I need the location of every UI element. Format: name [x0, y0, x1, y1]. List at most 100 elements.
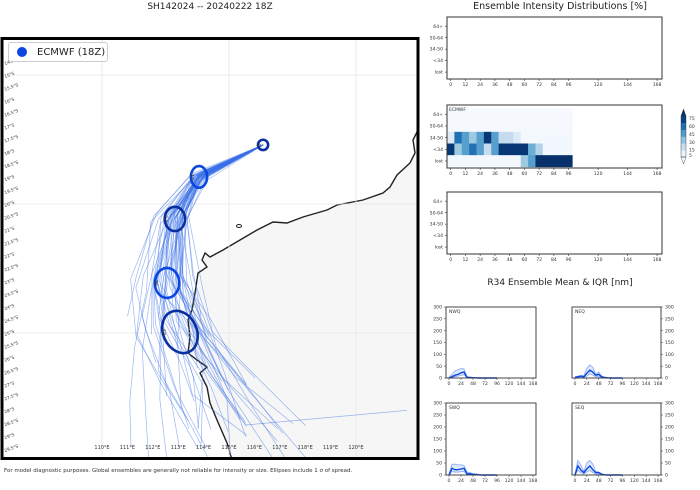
heatmap-cell	[469, 108, 477, 121]
heatmap-frame	[446, 104, 663, 169]
colorbar-segment	[681, 116, 686, 124]
heatmap-cell	[557, 143, 566, 156]
legend-label: ECMWF (18Z)	[37, 46, 106, 58]
x-tick-label: 12	[462, 257, 468, 263]
heatmap-cell	[447, 108, 455, 121]
x-tick-label: 120	[630, 381, 639, 387]
y-tick-label: 0	[665, 376, 668, 382]
lat-tick-label: 25°S	[4, 329, 16, 338]
spread-ellipse-12	[189, 164, 209, 190]
heatmap-cell	[520, 131, 529, 144]
heatmap-cell	[491, 120, 499, 133]
heatmap-cell	[505, 131, 514, 144]
lat-tick-label: 18°S	[4, 148, 16, 157]
heatmap-cell	[513, 143, 522, 156]
lon-tick-label: 120°E	[348, 445, 363, 451]
heatmap-cell	[542, 155, 551, 168]
heatmap-cell	[447, 131, 455, 144]
heatmap-cell	[454, 120, 463, 133]
lon-tick-label: 116°E	[247, 445, 262, 451]
lat-tick-label: 17.5°S	[4, 134, 20, 145]
x-tick-label: 60	[521, 171, 527, 177]
heatmap-cell	[550, 120, 558, 133]
heatmap-cell	[520, 143, 529, 156]
land	[188, 132, 417, 457]
colorbar-segment	[681, 143, 686, 151]
y-tick-label: 200	[665, 425, 674, 431]
x-tick-label: 144	[623, 82, 632, 88]
ensemble-track	[177, 144, 264, 457]
heatmap-cell	[520, 120, 529, 133]
y-tick-label: 200	[433, 425, 442, 431]
heatmap-cell	[469, 155, 477, 168]
x-tick-label: 144	[623, 257, 632, 263]
r34-frame	[445, 402, 537, 476]
y-tick-label: 250	[665, 316, 674, 322]
r34-frame	[571, 306, 662, 379]
x-tick-label: 120	[505, 381, 514, 387]
ensemble-track	[159, 144, 263, 436]
colorbar-tick-label: 60	[689, 124, 695, 130]
heatmap-cell	[535, 155, 544, 168]
row-tick-label: 50-64	[430, 210, 443, 216]
x-tick-label: 84	[551, 82, 557, 88]
heatmap-cell	[483, 108, 492, 121]
lon-tick-label: 111°E	[120, 445, 135, 451]
y-tick-label: 0	[439, 473, 442, 479]
x-tick-label: 168	[529, 478, 538, 484]
x-tick-label: 72	[482, 381, 488, 387]
heatmap-cell	[564, 120, 573, 133]
heatmap-cell	[454, 131, 463, 144]
row-tick-label: <34	[433, 147, 443, 153]
lat-tick-label: 24.5°S	[4, 314, 20, 325]
y-tick-label: 50	[436, 461, 442, 467]
row-tick-label: 64+	[433, 199, 443, 205]
x-tick-label: 48	[596, 478, 602, 484]
intensity-title: Ensemble Intensity Distributions [%]	[473, 1, 647, 12]
y-tick-label: 150	[433, 340, 442, 346]
x-tick-label: 72	[536, 82, 542, 88]
heatmap-frame	[446, 16, 663, 80]
heatmap-cell	[491, 155, 499, 168]
heatmap-cell	[550, 131, 558, 144]
heatmap-cell	[550, 155, 558, 168]
heatmap-cell	[447, 155, 455, 168]
heatmap-cell	[513, 155, 522, 168]
row-tick-label: 64+	[433, 112, 443, 118]
x-tick-label: 12	[462, 82, 468, 88]
heatmap-cell	[454, 155, 463, 168]
ensemble-track	[177, 144, 263, 338]
heatmap-cell	[564, 155, 573, 168]
colorbar-segment	[681, 129, 686, 137]
heatmap-cell	[461, 131, 470, 144]
heatmap-cell	[564, 108, 573, 121]
spread-ellipse-36	[153, 266, 181, 300]
lat-tick-label: 15.5°S	[4, 82, 20, 93]
x-tick-label: 0	[573, 381, 576, 387]
heatmap-cell	[447, 120, 455, 133]
row-tick-label: 50-64	[430, 35, 443, 41]
map-frame	[0, 37, 420, 460]
y-tick-label: 300	[433, 401, 442, 407]
lon-tick-label: 119°E	[323, 445, 338, 451]
colorbar-tick-label: 5	[689, 153, 692, 159]
x-tick-label: 96	[494, 381, 500, 387]
y-tick-label: 100	[665, 352, 674, 358]
heatmap-cell	[469, 131, 477, 144]
heatmap-cell	[542, 143, 551, 156]
lat-tick-label: 15°S	[4, 71, 16, 80]
lat-tick-label: 24°S	[4, 303, 16, 312]
x-tick-label: 168	[529, 381, 538, 387]
heatmap-cell	[513, 131, 522, 144]
x-tick-label: 0	[449, 257, 452, 263]
x-tick-label: 24	[477, 82, 483, 88]
colorbar-tick-label: 30	[689, 140, 695, 146]
lat-tick-label: 29°S	[4, 432, 16, 441]
x-tick-label: 48	[470, 478, 476, 484]
colorbar-segment	[681, 136, 686, 144]
heatmap-cell	[469, 120, 477, 133]
quadrant-label: NWQ	[449, 309, 461, 315]
x-tick-label: 168	[654, 478, 663, 484]
iqr-band	[449, 368, 497, 378]
